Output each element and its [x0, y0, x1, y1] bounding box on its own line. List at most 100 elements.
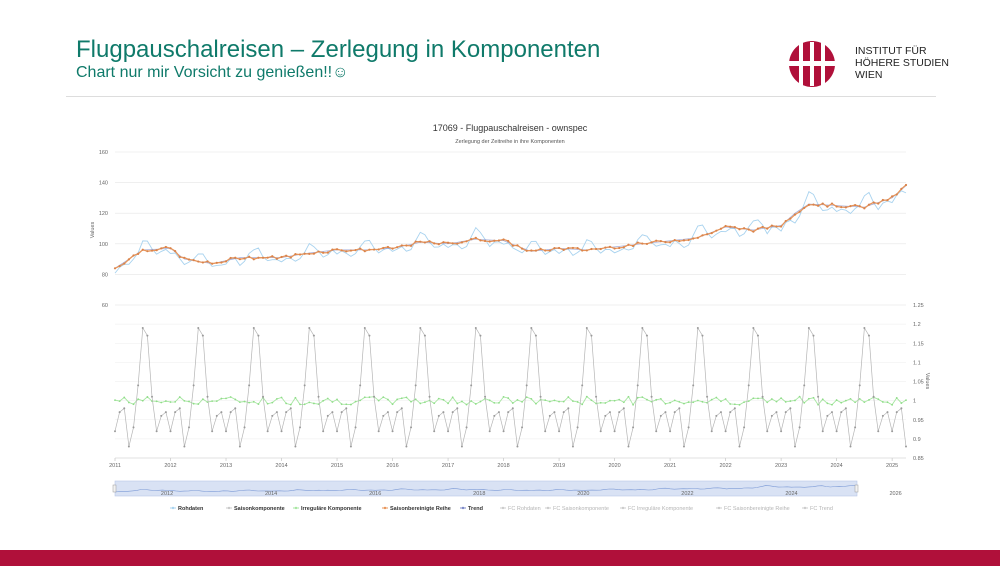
saisonkomponente-point: [715, 414, 718, 417]
irregulaere-point: [618, 398, 621, 401]
irregulaere-point: [632, 403, 634, 406]
saisonbereinigte-point: [627, 243, 630, 246]
saisonkomponente-point: [151, 395, 154, 398]
saisonbereinigte-point: [363, 250, 366, 253]
saisonkomponente-point: [192, 384, 195, 387]
navigator-handle-right: [854, 484, 859, 493]
saisonbereinigte-point: [631, 244, 635, 248]
saisonkomponente-point: [252, 326, 255, 329]
saisonbereinigte-point: [275, 257, 279, 260]
irregulaere-point: [544, 399, 547, 402]
saisonkomponente-point: [470, 384, 473, 387]
saisonkomponente-point: [817, 395, 820, 398]
saisonbereinigte-point: [456, 242, 459, 245]
irregulaere-point: [757, 397, 759, 400]
saisonbereinigte-point: [229, 256, 232, 260]
irregulaere-point: [655, 398, 658, 401]
irregulaere-point: [238, 401, 241, 404]
irregulaere-point: [498, 401, 500, 404]
saisonkomponente-point: [641, 326, 644, 329]
irregulaere-point: [770, 398, 773, 400]
saisonkomponente-point: [423, 334, 426, 337]
navigator-tick-label: 2020: [577, 491, 589, 497]
saisonkomponente-point: [798, 426, 801, 429]
saisonbereinigte-point: [594, 247, 598, 251]
saisonbereinigte-point: [178, 255, 181, 259]
saisonkomponente-point: [257, 334, 260, 337]
saisonkomponente-point: [386, 411, 389, 414]
irregulaere-point: [821, 398, 824, 401]
irregulaere-point: [188, 400, 190, 403]
irregulaere-point: [553, 399, 556, 402]
irregulaere-point: [548, 400, 551, 403]
saisonkomponente-point: [215, 414, 218, 417]
irregulaere-point: [581, 403, 584, 406]
saisonkomponente-point: [636, 384, 639, 387]
saisonkomponente-point: [567, 407, 570, 410]
series-saisonbereinigte-reihe: [114, 184, 907, 269]
saisonbereinigte-point: [160, 247, 163, 250]
saisonbereinigte-point: [414, 240, 417, 243]
saisonkomponente-point: [382, 414, 385, 417]
irregulaere-point: [696, 399, 699, 402]
irregulaere-point: [789, 400, 792, 402]
irregulaere-point: [599, 401, 602, 404]
saisonkomponente-point: [710, 430, 713, 433]
navigator-tick-label: 2016: [369, 491, 381, 497]
saisonkomponente-point: [863, 326, 866, 329]
range-navigator[interactable]: 2012 2014 2016 2018 2020 2022 2024 2026: [112, 480, 902, 497]
saisonbereinigte-point: [618, 246, 621, 250]
saisonkomponente-point: [146, 334, 149, 337]
series-rohdaten: [114, 190, 907, 274]
irregulaere-point: [447, 402, 449, 405]
saisonbereinigte-point: [187, 258, 191, 261]
logo-text: INSTITUT FÜR HÖHERE STUDIEN WIEN: [855, 45, 949, 81]
navigator-tick-label: 2022: [681, 491, 693, 497]
saisonbereinigte-point: [567, 246, 570, 250]
irregulaere-point: [636, 396, 639, 399]
saisonbereinigte-point: [576, 247, 579, 250]
saisonbereinigte-point: [696, 236, 699, 239]
saisonkomponente-point: [650, 395, 653, 398]
saisonbereinigte-point: [169, 247, 172, 250]
saisonkomponente-point: [437, 414, 440, 417]
navigator-series: [114, 485, 857, 493]
lower-y-tick-label: 0.9: [913, 437, 921, 443]
lower-y-tick-label: 1.1: [913, 360, 921, 366]
saisonbereinigte-point: [798, 210, 801, 213]
saisonkomponente-point: [414, 384, 417, 387]
irregulaere-point: [535, 402, 537, 405]
saisonbereinigte-point: [525, 249, 528, 252]
saisonbereinigte-point: [428, 240, 431, 243]
irregulaere-point: [807, 397, 810, 400]
irregulaere-point: [368, 396, 371, 399]
saisonbereinigte-point: [372, 248, 376, 251]
saisonkomponente-point: [618, 411, 621, 414]
irregulaere-point: [271, 401, 274, 404]
saisonkomponente-point: [220, 411, 223, 414]
irregulaere-point: [132, 403, 135, 406]
saisonkomponente-point: [359, 384, 362, 387]
saisonkomponente-point: [738, 445, 741, 448]
irregulaere-point: [775, 400, 778, 403]
saisonbereinigte-point: [280, 255, 283, 259]
saisonbereinigte-point: [729, 225, 732, 228]
saisonbereinigte-point: [113, 267, 117, 270]
saisonkomponente-point: [770, 414, 773, 417]
saisonbereinigte-point: [470, 238, 473, 241]
saisonkomponente-point: [211, 430, 214, 433]
saisonkomponente-point: [886, 411, 889, 414]
saisonkomponente-point: [701, 334, 704, 337]
saisonkomponente-point: [793, 445, 796, 448]
saisonkomponente-point: [248, 384, 251, 387]
irregulaere-point: [881, 401, 884, 403]
irregulaere-point: [530, 397, 533, 400]
irregulaere-point: [470, 400, 473, 402]
saisonkomponente-point: [821, 430, 824, 433]
irregulaere-point: [715, 396, 718, 399]
saisonkomponente-point: [405, 445, 408, 448]
irregulaere-point: [835, 399, 838, 401]
saisonkomponente-point: [840, 411, 843, 414]
saisonbereinigte-point: [742, 227, 746, 230]
saisonkomponente-point: [289, 407, 292, 410]
